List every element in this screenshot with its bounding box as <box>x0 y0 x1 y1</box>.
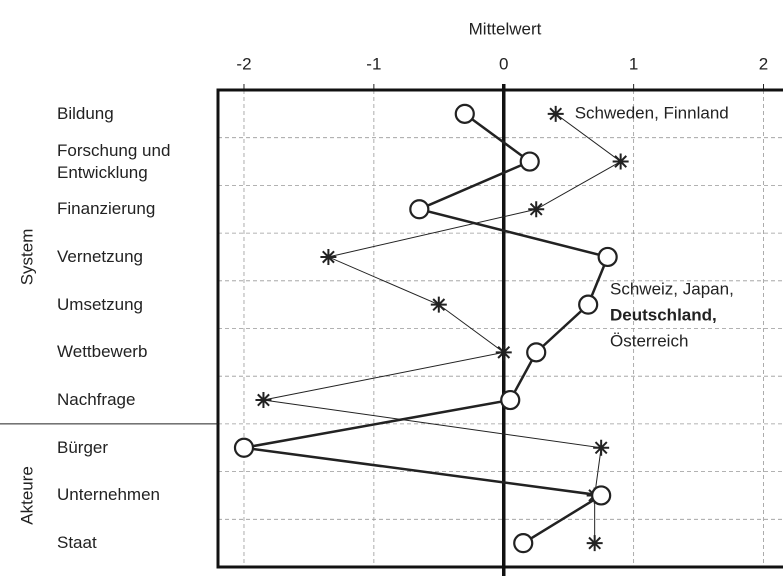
series-line <box>243 112 610 545</box>
x-tick-label: 0 <box>499 54 508 73</box>
x-axis-label: Mittelwert <box>469 19 542 38</box>
x-tick-label: 1 <box>629 54 638 73</box>
x-tick-label: -2 <box>236 54 251 73</box>
category-label: Finanzierung <box>57 199 156 219</box>
circle-marker <box>454 103 475 124</box>
asterisk-marker <box>320 248 337 265</box>
category-label: Unternehmen <box>57 485 161 505</box>
category-label: Nachfrage <box>57 390 136 410</box>
asterisk-marker <box>528 201 545 218</box>
circle-marker <box>500 389 521 411</box>
circle-marker <box>513 533 534 554</box>
series-label: Schweiz, Japan, <box>610 279 734 298</box>
circle-marker <box>519 151 540 172</box>
asterisk-marker <box>586 535 603 552</box>
circle-marker <box>591 485 612 506</box>
asterisk-marker <box>612 153 629 170</box>
series-label: Österreich <box>610 331 688 350</box>
group-label: System <box>17 229 36 286</box>
circle-marker <box>526 342 547 363</box>
asterisk-marker <box>255 392 272 409</box>
category-label: Bildung <box>57 103 114 123</box>
category-label: Bürger <box>57 437 109 457</box>
asterisk-marker <box>547 105 564 122</box>
frame <box>216 88 783 569</box>
series-label: Schweden, Finnland <box>575 103 729 122</box>
group-label: Akteure <box>17 466 36 525</box>
circle-marker <box>233 437 255 458</box>
x-tick-label: 2 <box>759 54 768 73</box>
category-label: Vernetzung <box>57 246 144 266</box>
series-label: Deutschland, <box>610 305 717 324</box>
category-label: Wettbewerb <box>57 342 148 362</box>
circle-marker <box>578 294 599 315</box>
circle-marker <box>409 199 430 220</box>
circle-marker <box>597 246 618 268</box>
x-tick-label: -1 <box>366 54 381 73</box>
series-line <box>263 113 622 544</box>
asterisk-marker <box>495 344 512 361</box>
asterisk-marker <box>593 439 610 456</box>
asterisk-marker <box>430 296 447 313</box>
category-label: Staat <box>57 533 97 553</box>
category-label: Forschung und Entwicklung <box>57 140 171 182</box>
category-label: Umsetzung <box>57 294 143 314</box>
